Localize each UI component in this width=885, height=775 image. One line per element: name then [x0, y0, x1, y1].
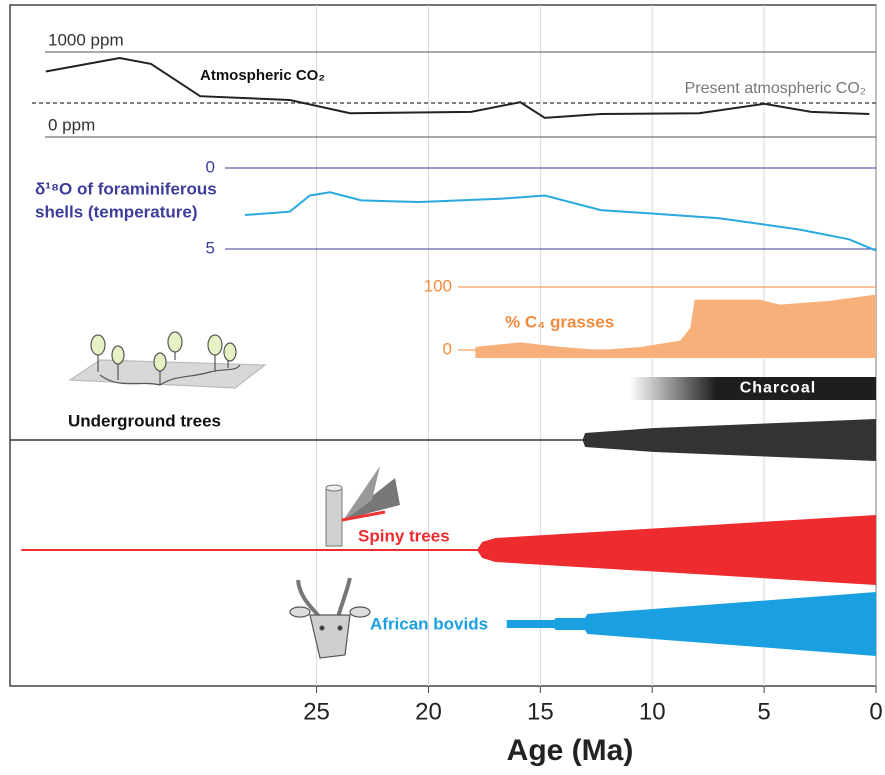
- y-tick-label: 0: [206, 157, 215, 176]
- panel-title: δ¹⁸O of foraminiferous: [35, 179, 217, 198]
- y-tick-label: 0 ppm: [48, 115, 95, 134]
- underground-trees-icon: [70, 332, 265, 388]
- panel-title: shells (temperature): [35, 202, 198, 221]
- x-tick-label: 25: [303, 698, 330, 725]
- x-tick-label: 10: [639, 698, 666, 725]
- panel-title: % C₄ grasses: [505, 312, 614, 331]
- chart: Age (Ma) 25 20 15 10 5 0 1000 ppm 0 ppm Present …: [0, 0, 885, 775]
- reference-label: Present atmospheric CO₂: [685, 80, 866, 97]
- x-tick-label: 20: [415, 698, 442, 725]
- x-tick-label: 5: [757, 698, 770, 725]
- bovid-icon: [290, 578, 370, 658]
- y-tick-label: 0: [443, 339, 452, 358]
- panel-title: Atmospheric CO₂: [200, 67, 325, 84]
- y-tick-label: 100: [424, 276, 452, 295]
- range-label: African bovids: [370, 614, 488, 633]
- x-tick-label: 15: [527, 698, 554, 725]
- bar-label: Charcoal: [740, 380, 816, 397]
- page: Age (Ma) 25 20 15 10 5 0 1000 ppm 0 ppm Present …: [0, 0, 885, 775]
- range-spindle: [507, 592, 876, 656]
- data-line: [245, 192, 876, 250]
- x-tick-label: 0: [869, 698, 882, 725]
- range-label: Underground trees: [68, 411, 221, 430]
- y-tick-label: 5: [206, 238, 215, 257]
- range-label: Spiny trees: [358, 526, 450, 545]
- y-tick-label: 1000 ppm: [48, 30, 124, 49]
- x-axis-title: Age (Ma): [507, 734, 634, 767]
